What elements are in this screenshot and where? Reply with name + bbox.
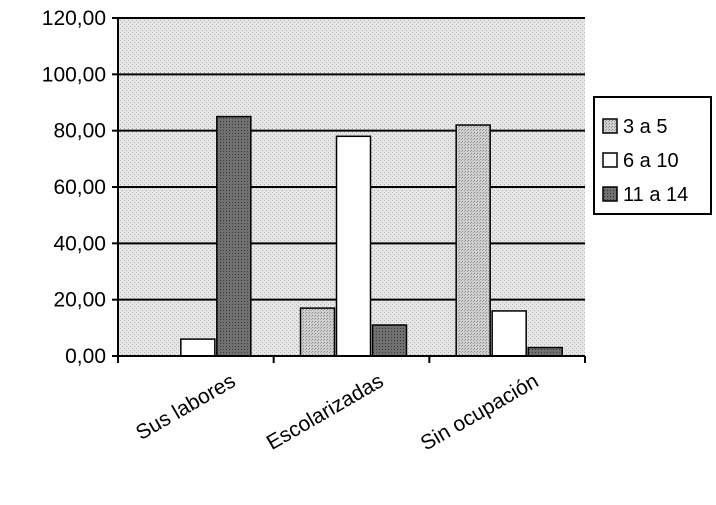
bar-2-2 [527,346,563,357]
x-category-label-1: Escolarizadas [263,369,388,454]
axes [112,17,586,363]
y-tick-label-2: 40,00 [53,232,106,255]
y-tick-label-3: 60,00 [53,176,106,199]
legend-swatch-0 [602,118,618,134]
y-tick-label-1: 20,00 [53,289,106,312]
y-tick-label-4: 80,00 [53,120,106,143]
bar-0-1 [180,338,216,357]
bar-1-2 [371,324,408,357]
x-category-label-0: Sus labores [132,369,240,444]
y-tick-labels: 0,00 20,00 40,00 60,00 80,00 100,00 120,00 [42,7,106,368]
y-tick-label-6: 120,00 [42,7,106,30]
legend: 3 a 5 6 a 10 11 a 14 [593,96,712,215]
bar-1-0 [299,307,336,357]
legend-label-2: 11 a 14 [623,184,688,206]
x-category-label-2: Sin ocupación [417,369,543,455]
bar-2-1 [491,310,527,357]
bar-2-0 [455,124,491,357]
bars [180,115,563,357]
x-category-labels: Sus labores Escolarizadas Sin ocupación [132,369,543,455]
y-tick-label-0: 0,00 [65,345,106,368]
bar-0-2 [216,115,252,357]
legend-label-1: 6 a 10 [623,150,679,172]
legend-label-0: 3 a 5 [623,116,667,138]
bar-1-1 [335,135,372,357]
legend-swatch-2 [602,186,618,202]
y-tick-label-5: 100,00 [42,63,106,86]
legend-swatch-1 [602,152,618,168]
